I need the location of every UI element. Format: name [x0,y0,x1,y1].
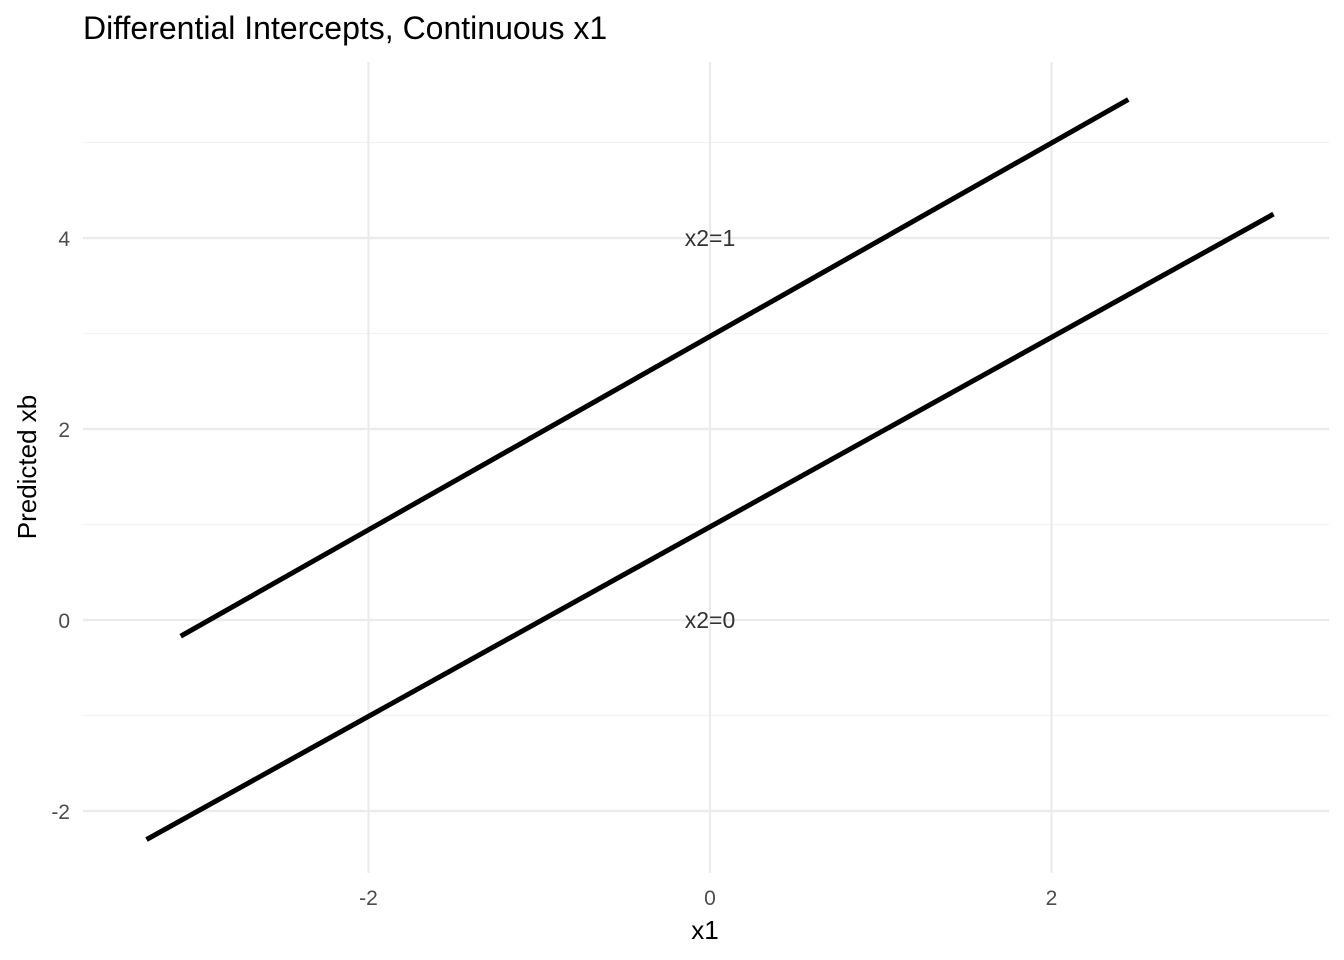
x-tick-label: 0 [704,887,716,910]
annotation-label: x2=1 [685,225,736,251]
x-tick-labels: -2 0 2 [359,887,1057,910]
y-axis-title: Predicted xb [12,395,42,540]
y-tick-label: 0 [58,610,70,633]
x-tick-label: -2 [359,887,378,910]
y-tick-label: -2 [51,801,70,824]
series-line-1 [145,211,1275,842]
major-gridlines [83,62,1329,873]
annotations: x2=1 x2=0 [685,225,736,633]
series-lines [145,97,1275,842]
chart-title: Differential Intercepts, Continuous x1 [83,10,607,46]
x-tick-label: 2 [1046,887,1058,910]
series-line-0 [179,97,1130,639]
y-tick-label: 2 [58,419,70,442]
y-tick-label: 4 [58,228,70,251]
annotation-label: x2=0 [685,607,736,633]
minor-gridlines [83,62,1329,873]
x-axis-title: x1 [691,915,718,945]
y-tick-labels: -2 0 2 4 [51,228,70,824]
